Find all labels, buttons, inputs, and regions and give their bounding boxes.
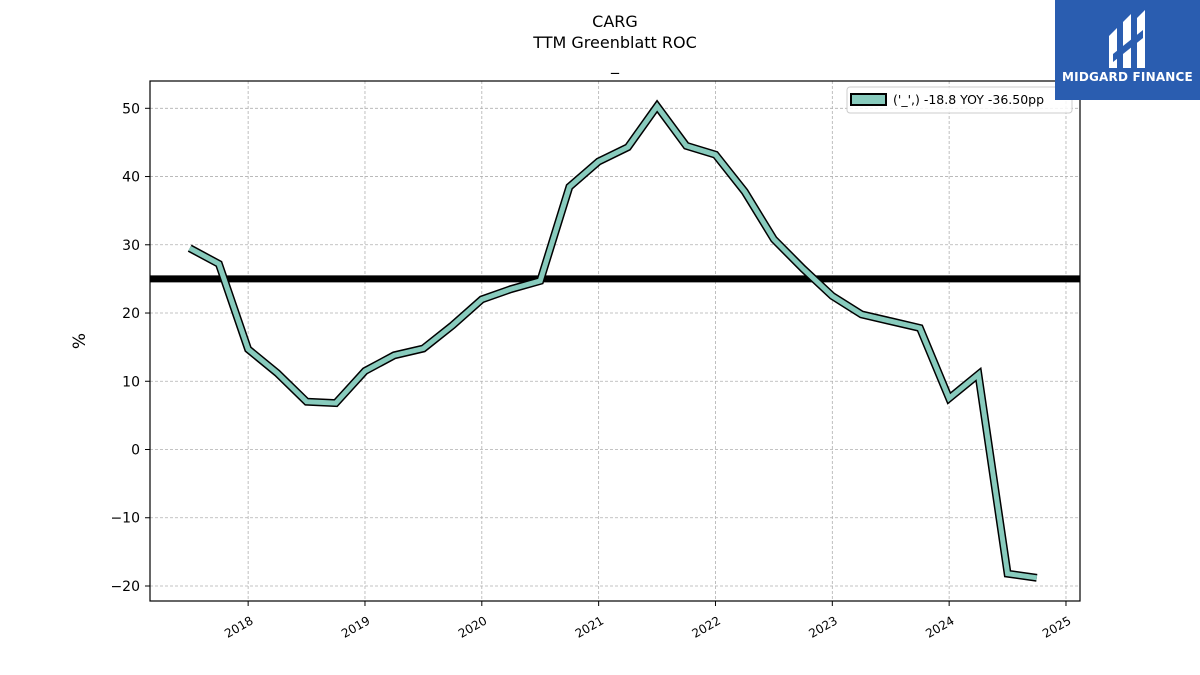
plot-frame bbox=[149, 80, 1081, 602]
series-layer bbox=[187, 99, 1038, 582]
chart-subtitle: TTM Greenblatt ROC bbox=[532, 33, 697, 52]
series-line-outline bbox=[187, 99, 1038, 582]
midgard-finance-logo: MIDGARD FINANCE bbox=[1055, 0, 1200, 100]
y-tick-label: 30 bbox=[122, 238, 140, 254]
x-tick-label: 2021 bbox=[573, 613, 606, 640]
x-tick-label: 2022 bbox=[690, 613, 723, 640]
grid bbox=[150, 81, 1080, 601]
legend-swatch bbox=[850, 93, 887, 106]
y-tick-label: 10 bbox=[122, 374, 140, 390]
legend: ('_',) -18.8 YOY -36.50pp bbox=[846, 86, 1073, 114]
y-tick-label: −20 bbox=[110, 579, 140, 595]
x-tick-label: 2019 bbox=[339, 613, 372, 640]
y-tick-label: 50 bbox=[122, 101, 140, 117]
y-tick-label: −10 bbox=[110, 511, 140, 527]
chart-subtitle-2: _ bbox=[610, 55, 620, 75]
x-tick-label: 2023 bbox=[806, 613, 839, 640]
legend-label: ('_',) -18.8 YOY -36.50pp bbox=[893, 92, 1044, 107]
y-tick-label: 40 bbox=[122, 170, 140, 186]
y-tick-label: 20 bbox=[122, 306, 140, 322]
axis-labels: CARG TTM Greenblatt ROC _ % bbox=[70, 12, 697, 349]
series-line bbox=[188, 101, 1038, 581]
midgard-logo-icon bbox=[1109, 10, 1145, 68]
x-tick-label: 2018 bbox=[222, 613, 255, 640]
y-axis-label: % bbox=[70, 333, 90, 349]
x-tick-label: 2020 bbox=[456, 613, 489, 640]
y-tick-label: 0 bbox=[131, 443, 140, 459]
x-tick-label: 2025 bbox=[1040, 613, 1073, 640]
chart-title: CARG bbox=[592, 12, 638, 31]
x-tick-label: 2024 bbox=[923, 613, 956, 640]
tick-layer: 2018 2019 2020 2021 2022 2023 2024 2025 −20 −10 0 1… bbox=[110, 101, 1073, 641]
legend-box bbox=[846, 86, 1073, 114]
logo-brand-text: MIDGARD FINANCE bbox=[1062, 70, 1193, 84]
